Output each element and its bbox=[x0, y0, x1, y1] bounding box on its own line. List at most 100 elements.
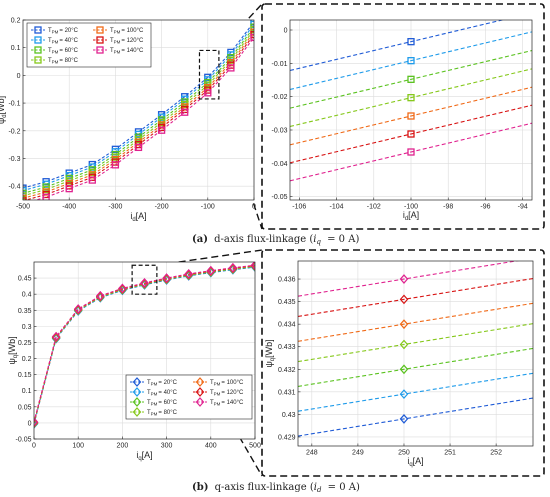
data-point bbox=[407, 148, 415, 156]
data-point bbox=[42, 193, 50, 200]
series-group bbox=[34, 262, 255, 429]
x-axis-label: iq[A] bbox=[136, 450, 152, 462]
series-line bbox=[23, 31, 254, 199]
axes-frame bbox=[289, 19, 533, 201]
series-7 bbox=[290, 122, 532, 182]
x-tick-label: 200 bbox=[117, 443, 129, 450]
y-tick-label: 0.45 bbox=[18, 276, 32, 283]
series-line bbox=[290, 49, 532, 109]
legend-marker bbox=[195, 397, 205, 407]
data-point bbox=[134, 143, 143, 152]
x-tick-label: -300 bbox=[108, 204, 122, 211]
series-4 bbox=[290, 68, 532, 128]
series-6 bbox=[298, 277, 533, 318]
data-point bbox=[407, 94, 415, 102]
series-line bbox=[298, 347, 533, 387]
series-5 bbox=[298, 302, 533, 342]
y-axis-label: ψq[Wb] bbox=[264, 339, 276, 367]
y-tick-label: -0.1 bbox=[8, 101, 20, 108]
plot-area bbox=[298, 261, 533, 446]
series-2 bbox=[290, 31, 532, 91]
q-axis-main-plot: 0 100 200 300 400 500-0.0500.050.10.150.20.25… bbox=[7, 261, 261, 462]
data-point bbox=[407, 57, 415, 65]
y-tick-label: 0.3 bbox=[22, 324, 32, 331]
data-point bbox=[407, 38, 415, 46]
series-7 bbox=[298, 261, 520, 297]
y-tick-label: 0.35 bbox=[18, 308, 32, 315]
y-tick-label: 0.1 bbox=[22, 388, 32, 395]
data-point bbox=[399, 414, 409, 424]
series-group bbox=[23, 20, 254, 200]
data-point bbox=[399, 319, 409, 330]
legend-label: TPM= 60°C bbox=[48, 48, 79, 55]
data-point bbox=[407, 75, 415, 83]
legend-marker bbox=[132, 397, 142, 407]
q-axis-zoom-plot: 248 249 250 251 252 0.429 0.43 0.431 0.432 0.433 0… bbox=[264, 260, 534, 468]
series-1 bbox=[290, 20, 505, 72]
y-tick-label: 0.43 bbox=[282, 412, 296, 419]
x-tick-label: -96 bbox=[480, 204, 490, 211]
y-tick-label: 0.4 bbox=[22, 292, 32, 299]
y-tick-label: 0.1 bbox=[11, 45, 21, 52]
series-line bbox=[298, 302, 533, 342]
legend: TPM= 20°C TPM= 100°C TPM= 40°C TPM= 120°C TP… bbox=[125, 374, 253, 420]
data-point bbox=[407, 130, 415, 138]
y-tick-label: 0.434 bbox=[278, 322, 296, 329]
legend-label: TPM= 140°C bbox=[110, 48, 144, 55]
series-6 bbox=[290, 104, 532, 164]
data-point bbox=[227, 64, 235, 72]
series-line bbox=[290, 122, 532, 182]
y-tick-label: 0.2 bbox=[22, 356, 32, 363]
d-axis-zoom-plot: -106 -104 -102 -100 -98 -96 -94 -0.05 -0.04 -0.03… bbox=[272, 19, 533, 222]
data-point bbox=[204, 89, 212, 97]
x-tick-label: -98 bbox=[443, 204, 453, 211]
data-point bbox=[399, 339, 409, 350]
data-point bbox=[399, 389, 409, 400]
series-7 bbox=[34, 262, 255, 427]
data-point bbox=[399, 364, 409, 375]
legend-marker bbox=[34, 36, 42, 44]
x-tick-label: 300 bbox=[161, 443, 173, 450]
y-tick-label: -0.04 bbox=[272, 161, 288, 168]
legend-marker bbox=[96, 36, 104, 44]
series-3 bbox=[298, 347, 533, 387]
data-point bbox=[181, 108, 189, 116]
y-tick-label: -0.01 bbox=[272, 61, 288, 68]
legend-label: TPM= 80°C bbox=[48, 58, 79, 64]
x-tick-label: 500 bbox=[249, 443, 261, 450]
series-7 bbox=[23, 33, 254, 200]
x-tick-label: -500 bbox=[16, 204, 30, 211]
legend-marker bbox=[34, 56, 42, 64]
series-1 bbox=[298, 397, 533, 437]
x-tick-label: -100 bbox=[201, 204, 215, 211]
legend-box bbox=[125, 374, 253, 420]
zoom-frame-d bbox=[261, 3, 545, 230]
x-tick-label: -100 bbox=[404, 204, 418, 211]
y-tick-label: -0.03 bbox=[272, 128, 288, 135]
y-tick-label: -0.05 bbox=[272, 194, 288, 201]
zoom-frame-q bbox=[261, 249, 545, 477]
series-line bbox=[34, 264, 255, 423]
x-tick-label: 249 bbox=[352, 450, 364, 457]
data-point bbox=[96, 290, 105, 301]
y-tick-label: 0.429 bbox=[278, 434, 296, 441]
legend-marker bbox=[132, 387, 142, 397]
series-3 bbox=[290, 49, 532, 109]
x-axis-label: iq[A] bbox=[407, 456, 423, 468]
series-group bbox=[298, 261, 533, 437]
y-tick-label: 0.431 bbox=[278, 389, 296, 396]
x-tick-label: -102 bbox=[367, 204, 381, 211]
series-line bbox=[298, 372, 533, 412]
caption-a: (a) d-axis flux-linkage (iq = 0 A) bbox=[192, 234, 359, 247]
series-line bbox=[290, 86, 532, 146]
y-tick-label: -0.2 bbox=[8, 128, 20, 135]
series-line bbox=[23, 34, 254, 200]
x-tick-label: 100 bbox=[72, 443, 84, 450]
data-point bbox=[399, 274, 409, 284]
data-point bbox=[118, 283, 127, 294]
data-point bbox=[206, 265, 216, 276]
data-point bbox=[34, 417, 39, 427]
series-line bbox=[33, 37, 254, 200]
axes-frame bbox=[22, 19, 255, 201]
